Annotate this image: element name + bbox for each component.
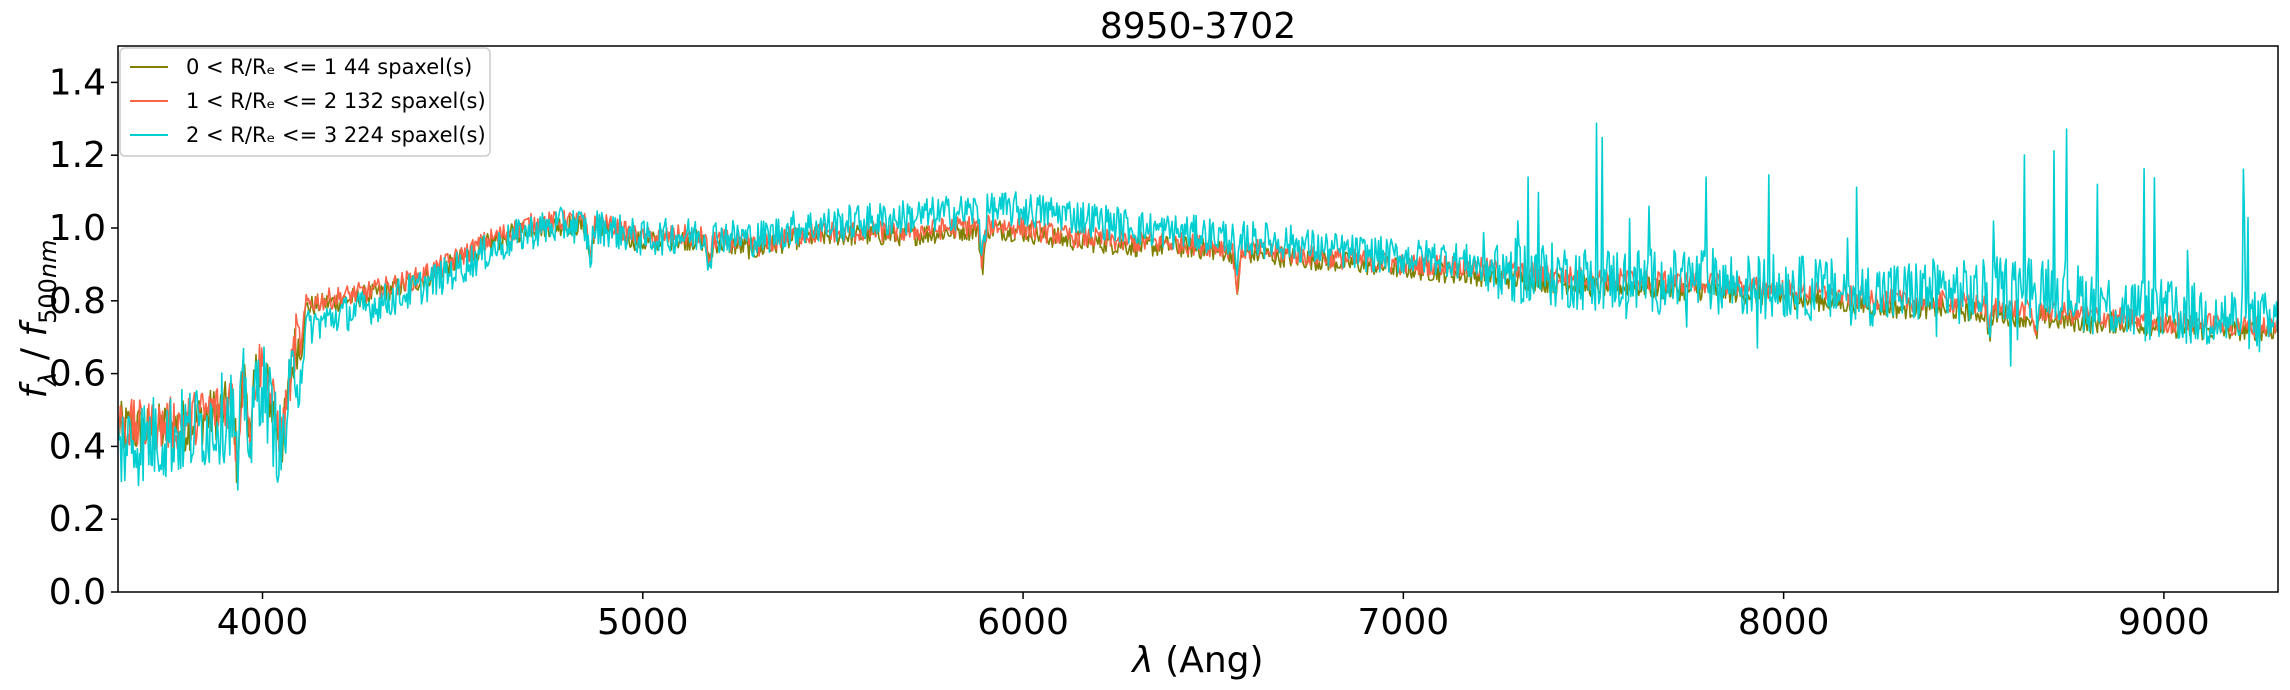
y-tick-label: 0.2 [49, 499, 106, 540]
chart-title: 8950-3702 [1100, 6, 1296, 47]
legend-box [119, 47, 491, 157]
x-tick-label: 9000 [2118, 602, 2210, 643]
y-tick-label: 0.8 [49, 281, 106, 322]
series-line-2 [118, 122, 2278, 491]
plot-frame [117, 45, 2279, 593]
legend-label-r2-3: 2 < R/Rₑ <= 3 224 spaxel(s) [186, 123, 486, 147]
x-tick-label: 4000 [217, 602, 309, 643]
plot-area [117, 45, 2279, 593]
legend-label-r0-1: 0 < R/Rₑ <= 1 44 spaxel(s) [186, 55, 472, 79]
x-tick-label: 8000 [1738, 602, 1830, 643]
legend-label-r1-2: 1 < R/Rₑ <= 2 132 spaxel(s) [186, 89, 486, 113]
x-tick-label: 5000 [597, 602, 689, 643]
series-line-0 [118, 214, 2278, 484]
y-tick-label: 0.4 [49, 426, 106, 467]
y-tick-label: 1.0 [49, 208, 106, 249]
y-tick-label: 0.6 [49, 354, 106, 395]
y-tick-label: 0.0 [49, 572, 106, 613]
y-axis: 0.0 0.2 0.4 0.6 0.8 1.0 1.2 1.4 [49, 62, 118, 613]
legend: 0 < R/Rₑ <= 1 44 spaxel(s) 1 < R/Rₑ <= 2… [119, 47, 491, 157]
y-tick-label: 1.2 [49, 135, 106, 176]
series-line-1 [118, 209, 2278, 476]
series-layer [118, 122, 2278, 491]
y-tick-label: 1.4 [49, 62, 106, 103]
y-axis-label: fλ / f500nm [14, 240, 62, 399]
x-tick-label: 7000 [1358, 602, 1450, 643]
x-tick-label: 6000 [977, 602, 1069, 643]
x-axis: 4000 5000 6000 7000 8000 9000 [217, 592, 2210, 643]
x-axis-label: λ (Ang) [1130, 640, 1263, 681]
